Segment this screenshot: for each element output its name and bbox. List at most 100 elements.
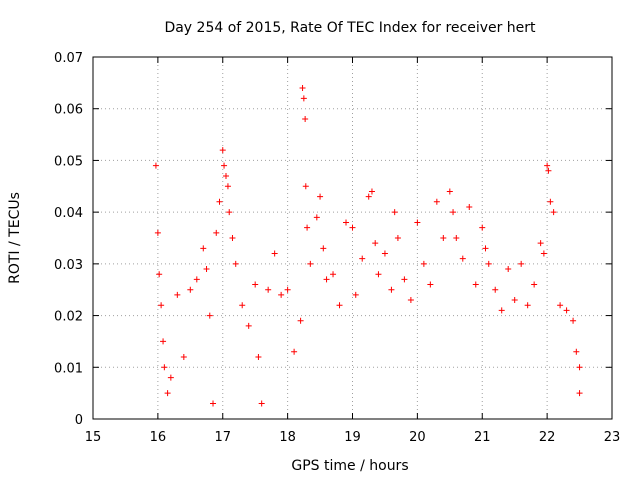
data-point [482,245,489,252]
data-point [531,281,538,288]
data-point [222,172,229,179]
data-point [219,147,226,154]
grid [93,57,612,419]
data-point [284,286,291,293]
data-point [291,348,298,355]
y-tick-label: 0.03 [54,258,83,273]
data-point [278,291,285,298]
data-point [320,245,327,252]
x-tick-label: 17 [214,430,231,445]
y-tick-label: 0.06 [54,103,83,118]
data-point [302,116,309,123]
data-point [459,255,466,262]
data-point [420,260,427,267]
y-tick-label: 0.01 [54,361,83,376]
data-point [239,302,246,309]
data-point [221,162,228,169]
data-point [537,240,544,247]
y-tick-label: 0.04 [54,206,83,221]
data-point [544,162,551,169]
y-tick-label: 0 [75,413,83,428]
data-point [245,322,252,329]
data-point [304,224,311,231]
y-tick-label: 0.07 [54,51,83,66]
data-point [485,260,492,267]
data-point [518,260,525,267]
data-point [255,353,262,360]
data-point [330,271,337,278]
data-point [359,255,366,262]
data-point [576,390,583,397]
data-point [466,203,473,210]
data-point [300,95,307,102]
data-point [265,286,272,293]
data-point [154,229,161,236]
data-point [271,250,278,257]
data-point [156,271,163,278]
data-point [381,250,388,257]
data-point [174,291,181,298]
y-tick-label: 0.05 [54,154,83,169]
data-point [545,167,552,174]
data-point [524,302,531,309]
data-point [307,260,314,267]
data-point [343,219,350,226]
data-point [352,291,359,298]
data-point [158,302,165,309]
data-point [573,348,580,355]
x-tick-label: 20 [409,430,426,445]
data-point [472,281,479,288]
y-axis-label: ROTI / TECUs [7,192,23,284]
x-tick-label: 16 [150,430,167,445]
axis-ticks [92,56,613,420]
data-point [498,307,505,314]
x-tick-label: 22 [539,430,556,445]
data-point [187,286,194,293]
data-point [453,235,460,241]
x-tick-label: 19 [344,430,361,445]
data-point [313,214,320,221]
data-point [479,224,486,231]
data-point [450,209,457,216]
data-point [232,260,239,267]
data-point [200,245,207,252]
data-point [492,286,499,293]
data-point [323,276,330,283]
data-point [388,286,395,293]
data-point [550,209,557,216]
data-point [216,198,223,205]
data-point [407,297,414,304]
x-tick-labels: 15 16 17 18 19 20 21 22 23 [85,430,621,445]
chart-title: Day 254 of 2015, Rate Of TEC Index for r… [164,20,536,36]
x-tick-label: 23 [604,430,621,445]
data-point [210,400,217,407]
data-point [433,198,440,205]
data-point [394,235,401,241]
data-point [213,229,220,236]
data-point [164,390,171,397]
data-point [302,183,309,190]
data-point [427,281,434,288]
data-point [203,266,210,273]
data-point [563,307,570,314]
x-tick-label: 21 [474,430,491,445]
data-point [505,266,512,273]
data-point [540,250,547,257]
data-point [317,193,324,200]
data-point [180,353,187,360]
data-point [365,193,372,200]
data-point [336,302,343,309]
x-tick-label: 15 [85,430,102,445]
data-point [557,302,564,309]
data-point [258,400,265,407]
data-point [440,235,447,241]
x-axis-label: GPS time / hours [291,458,408,474]
data-point [193,276,200,283]
data-point [299,85,306,92]
data-point [375,271,382,278]
data-point [349,224,356,231]
data-point [391,209,398,216]
data-point [576,364,583,371]
y-tick-labels: 0 0.01 0.02 0.03 0.04 0.05 0.06 0.07 [54,51,83,428]
